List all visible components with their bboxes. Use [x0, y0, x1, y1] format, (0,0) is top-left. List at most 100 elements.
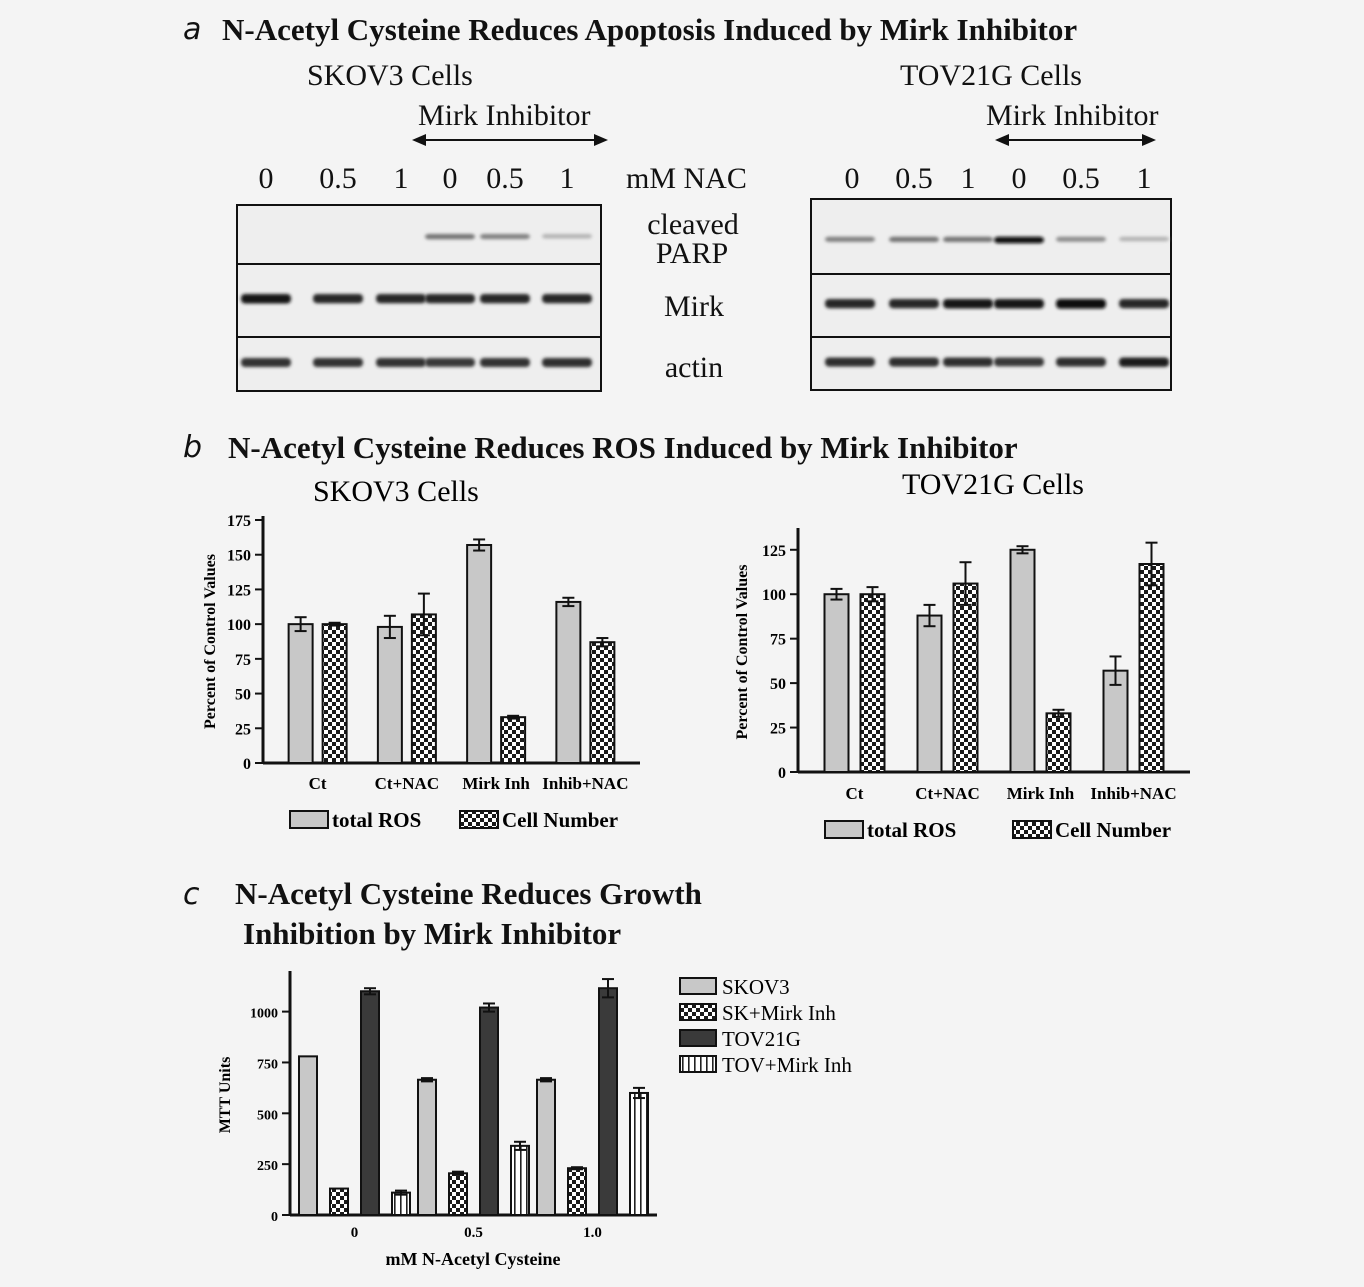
nac-unit-label: mM NAC: [626, 162, 747, 195]
tov21g-lane-label: 0.5: [895, 162, 933, 195]
skov3-lane-label: 1: [393, 162, 409, 195]
mirk-band: [313, 294, 363, 304]
tov21g-lane-label: 0: [1011, 162, 1027, 195]
y-axis-label: MTT Units: [217, 1057, 234, 1134]
legend-swatch: [679, 977, 717, 995]
y-tick-label: 1000: [250, 1007, 278, 1022]
actin-band: [994, 357, 1044, 367]
bar: [417, 1078, 437, 1217]
x-tick-label: Ct+NAC: [375, 774, 439, 793]
bar: [598, 987, 618, 1217]
y-tick-label: 25: [235, 721, 251, 738]
bar: [466, 543, 493, 764]
panel-b-letter: b: [183, 430, 203, 465]
tov21g-western-blot: [810, 198, 1172, 391]
panel-a-letter: a: [183, 12, 202, 47]
legend-swatch: [289, 810, 329, 829]
skov3-lane-label: 0.5: [486, 162, 524, 195]
y-axis-label: Percent of Control Values: [734, 565, 751, 740]
bar: [536, 1078, 556, 1217]
actin-band: [313, 358, 363, 367]
bar: [510, 1144, 530, 1216]
x-tick-label: Ct+NAC: [915, 784, 979, 803]
actin-band: [376, 358, 426, 367]
tov21g-arrow: [995, 134, 1156, 146]
x-tick-label: 0.5: [464, 1225, 483, 1241]
panel-c-title-line1: N-Acetyl Cysteine Reduces Growth: [235, 876, 702, 911]
legend-label: TOV21G: [722, 1027, 801, 1051]
y-tick-label: 100: [227, 617, 251, 634]
bar: [287, 623, 314, 764]
bar: [410, 613, 437, 764]
y-axis-label: Percent of Control Values: [202, 554, 219, 729]
y-tick-label: 25: [770, 721, 786, 738]
legend-label: total ROS: [332, 808, 421, 832]
bar: [589, 641, 616, 765]
legend-label: SK+Mirk Inh: [722, 1001, 836, 1025]
actin-band: [241, 358, 291, 367]
legend-label: SKOV3: [722, 975, 790, 999]
cleaved-parp-band: [943, 236, 993, 243]
x-tick-label: Mirk Inh: [1007, 784, 1075, 803]
legend-swatch: [679, 1003, 717, 1021]
y-tick-label: 750: [257, 1057, 278, 1072]
mirk-band: [241, 294, 291, 304]
y-tick-label: 0: [271, 1210, 278, 1225]
y-tick-label: 50: [770, 676, 786, 693]
tov21g-ros-chart: TOV21G Cells 0 25 50 75 100 125 Percent of Cont…: [734, 468, 1190, 842]
skov3-western-blot: [236, 204, 602, 392]
bar: [1009, 548, 1036, 774]
panel-a-title: N-Acetyl Cysteine Reduces Apoptosis Indu…: [222, 12, 1078, 47]
cleaved-parp-band: [542, 234, 592, 239]
bar: [448, 1172, 468, 1216]
bar: [859, 593, 886, 773]
actin-band: [825, 357, 875, 367]
mtt-growth-chart: 0 250 500 750 1000 MTT Units 0 0.5 1.0 mM N-Acety…: [217, 971, 852, 1269]
actin-band: [480, 358, 530, 367]
x-tick-label: 1.0: [583, 1225, 602, 1241]
panel-b-title: N-Acetyl Cysteine Reduces ROS Induced by…: [228, 430, 1018, 465]
skov3-lane-label: 1: [559, 162, 575, 195]
y-tick-label: 500: [257, 1108, 278, 1123]
y-tick-label: 125: [227, 582, 251, 599]
skov3-lane-label: 0: [258, 162, 274, 195]
x-tick-label: Mirk Inh: [462, 774, 530, 793]
actin-band: [943, 357, 993, 367]
actin-band: [1119, 357, 1169, 367]
bar: [391, 1191, 411, 1217]
cleaved-parp-band: [425, 234, 475, 240]
legend-label: TOV+Mirk Inh: [722, 1053, 852, 1077]
skov3-arrow: [412, 134, 608, 146]
mirk-band: [943, 299, 993, 309]
tov21g-lane-label: 0.5: [1062, 162, 1100, 195]
mirk-band: [994, 299, 1044, 309]
y-tick-label: 75: [235, 652, 251, 669]
mirk-band: [1056, 299, 1106, 309]
actin-band: [889, 357, 939, 367]
y-tick-label: 125: [762, 543, 786, 560]
legend-label: Cell Number: [1055, 818, 1171, 842]
bar: [1138, 563, 1165, 773]
mirk-band: [480, 294, 530, 304]
tov21g-mirk-inhibitor-label: Mirk Inhibitor: [986, 99, 1159, 132]
cleaved-parp-band: [825, 236, 875, 242]
x-tick-label: Inhib+NAC: [542, 774, 628, 793]
legend-swatch: [1012, 820, 1052, 839]
legend-swatch: [824, 820, 864, 839]
tov21g-cells-label: TOV21G Cells: [900, 59, 1082, 92]
bar: [567, 1167, 587, 1216]
bar: [360, 990, 380, 1217]
actin-band: [1056, 357, 1106, 367]
parp-band-label: PARP: [655, 237, 729, 270]
legend-label: Cell Number: [502, 808, 618, 832]
x-tick-label: 0: [351, 1225, 359, 1241]
x-tick-label: Ct: [309, 774, 327, 793]
mirk-band: [542, 294, 592, 304]
mirk-band: [376, 294, 426, 304]
skov3-lane-label: 0.5: [319, 162, 357, 195]
skov3-mirk-inhibitor-label: Mirk Inhibitor: [418, 99, 591, 132]
bar: [555, 600, 582, 764]
panel-c-title-line2: Inhibition by Mirk Inhibitor: [243, 916, 622, 951]
bar: [1045, 712, 1072, 773]
cleaved-band-label: cleaved: [647, 208, 739, 241]
